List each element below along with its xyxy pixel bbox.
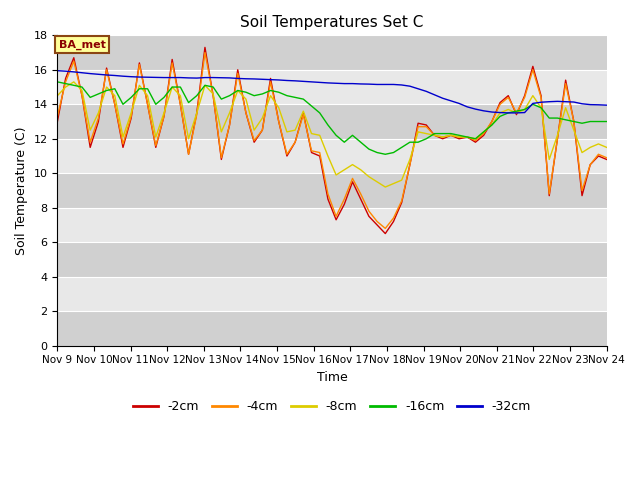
Bar — [58, 311, 607, 346]
Bar — [58, 139, 607, 173]
X-axis label: Time: Time — [317, 371, 348, 384]
Bar — [58, 36, 607, 70]
Y-axis label: Soil Temperature (C): Soil Temperature (C) — [15, 126, 28, 255]
Text: BA_met: BA_met — [58, 39, 106, 49]
Bar — [58, 70, 607, 104]
Legend: -2cm, -4cm, -8cm, -16cm, -32cm: -2cm, -4cm, -8cm, -16cm, -32cm — [128, 396, 536, 418]
Title: Soil Temperatures Set C: Soil Temperatures Set C — [241, 15, 424, 30]
Bar — [58, 208, 607, 242]
Bar — [58, 242, 607, 276]
Bar — [58, 276, 607, 311]
Bar — [58, 104, 607, 139]
Bar — [58, 173, 607, 208]
